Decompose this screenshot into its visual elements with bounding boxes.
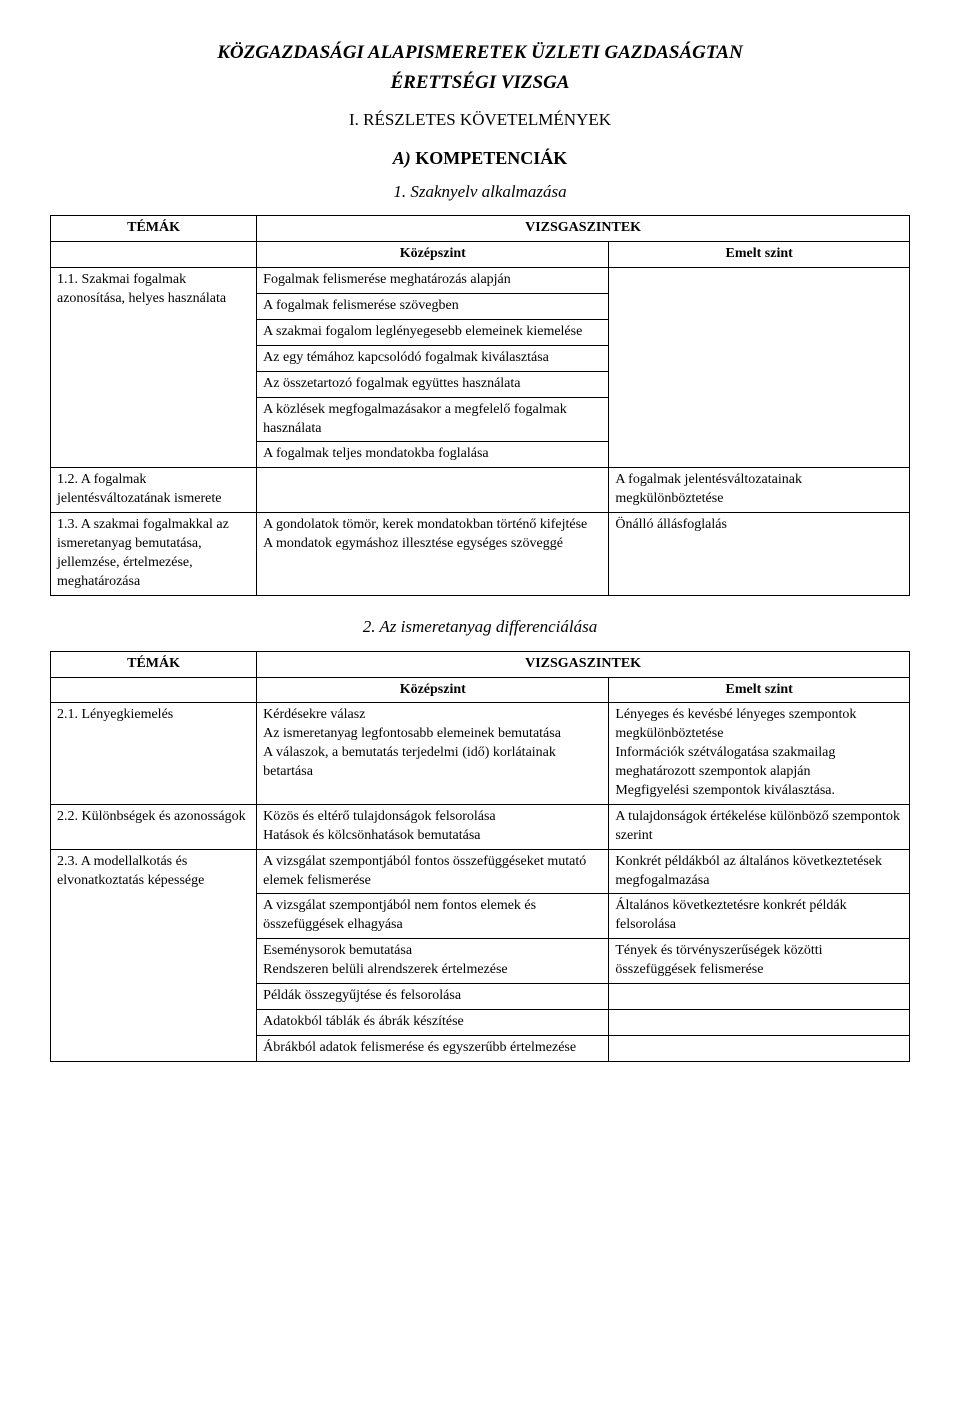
adv-cell: Lényeges és kevésbé lényeges szempontok … [609, 703, 910, 804]
table-row: 2.3. A modellalkotás és elvonatkoztatás … [51, 849, 910, 894]
empty-cell [51, 677, 257, 703]
mid-cell: A szakmai fogalom leglényegesebb elemein… [257, 320, 609, 346]
topic-cell: 1.2. A fogalmak jelentésváltozatának ism… [51, 468, 257, 513]
adv-cell: Tények és törvényszerűségek közötti össz… [609, 939, 910, 984]
table-subheader-row: Középszint Emelt szint [51, 242, 910, 268]
header-topics: TÉMÁK [51, 216, 257, 242]
doc-title-line2: ÉRETTSÉGI VIZSGA [50, 70, 910, 96]
adv-cell [609, 1009, 910, 1035]
mid-cell: Ábrákból adatok felismerése és egyszerűb… [257, 1035, 609, 1061]
mid-cell: Eseménysorok bemutatásaRendszeren belüli… [257, 939, 609, 984]
mid-cell: Közös és eltérő tulajdonságok felsorolás… [257, 804, 609, 849]
table-2: TÉMÁK VIZSGASZINTEK Középszint Emelt szi… [50, 651, 910, 1062]
topic-cell: 2.1. Lényegkiemelés [51, 703, 257, 804]
header-mid: Középszint [257, 242, 609, 268]
header-adv: Emelt szint [609, 677, 910, 703]
adv-cell [609, 984, 910, 1010]
table-row: 2.2. Különbségek és azonosságok Közös és… [51, 804, 910, 849]
table-row: 2.1. Lényegkiemelés Kérdésekre válaszAz … [51, 703, 910, 804]
doc-title-line1: KÖZGAZDASÁGI ALAPISMERETEK ÜZLETI GAZDAS… [50, 40, 910, 66]
table-subheader-row: Középszint Emelt szint [51, 677, 910, 703]
table-header-row: TÉMÁK VIZSGASZINTEK [51, 216, 910, 242]
mid-cell [257, 468, 609, 513]
empty-cell [51, 242, 257, 268]
mid-cell: A közlések megfogalmazásakor a megfelelő… [257, 397, 609, 442]
adv-cell: Önálló állásfoglalás [609, 513, 910, 596]
topic-cell: 1.3. A szakmai fogalmakkal az ismeretany… [51, 513, 257, 596]
header-levels: VIZSGASZINTEK [257, 651, 910, 677]
table-header-row: TÉMÁK VIZSGASZINTEK [51, 651, 910, 677]
adv-cell: Konkrét példákból az általános következt… [609, 849, 910, 894]
mid-cell: Példák összegyűjtése és felsorolása [257, 984, 609, 1010]
section-letter: A) KOMPETENCIÁK [50, 146, 910, 170]
mid-cell: A fogalmak teljes mondatokba foglalása [257, 442, 609, 468]
table-row: 1.1. Szakmai fogalmak azonosítása, helye… [51, 268, 910, 294]
header-adv: Emelt szint [609, 242, 910, 268]
adv-cell: A tulajdonságok értékelése különböző sze… [609, 804, 910, 849]
table-row: 1.2. A fogalmak jelentésváltozatának ism… [51, 468, 910, 513]
header-topics: TÉMÁK [51, 651, 257, 677]
mid-cell: A gondolatok tömör, kerek mondatokban tö… [257, 513, 609, 596]
section-roman: I. RÉSZLETES KÖVETELMÉNYEK [50, 109, 910, 132]
adv-cell [609, 1035, 910, 1061]
mid-cell: A vizsgálat szempontjából nem fontos ele… [257, 894, 609, 939]
mid-cell: A fogalmak felismerése szövegben [257, 294, 609, 320]
subsection-2-title: 2. Az ismeretanyag differenciálása [50, 616, 910, 639]
adv-cell: A fogalmak jelentésváltozatainak megkülö… [609, 468, 910, 513]
adv-cell [609, 268, 910, 468]
adv-cell: Általános következtetésre konkrét példák… [609, 894, 910, 939]
section-letter-text: KOMPETENCIÁK [411, 148, 568, 168]
mid-cell: A vizsgálat szempontjából fontos összefü… [257, 849, 609, 894]
header-levels: VIZSGASZINTEK [257, 216, 910, 242]
table-1: TÉMÁK VIZSGASZINTEK Középszint Emelt szi… [50, 215, 910, 595]
topic-cell: 2.3. A modellalkotás és elvonatkoztatás … [51, 849, 257, 1061]
section-letter-letter: A) [393, 148, 411, 168]
mid-cell: Kérdésekre válaszAz ismeretanyag legfont… [257, 703, 609, 804]
topic-cell: 1.1. Szakmai fogalmak azonosítása, helye… [51, 268, 257, 468]
header-mid: Középszint [257, 677, 609, 703]
mid-cell: Az egy témához kapcsolódó fogalmak kivál… [257, 345, 609, 371]
mid-cell: Fogalmak felismerése meghatározás alapjá… [257, 268, 609, 294]
mid-cell: Adatokból táblák és ábrák készítése [257, 1009, 609, 1035]
table-row: 1.3. A szakmai fogalmakkal az ismeretany… [51, 513, 910, 596]
subsection-1-title: 1. Szaknyelv alkalmazása [50, 181, 910, 204]
topic-cell: 2.2. Különbségek és azonosságok [51, 804, 257, 849]
mid-cell: Az összetartozó fogalmak együttes haszná… [257, 371, 609, 397]
